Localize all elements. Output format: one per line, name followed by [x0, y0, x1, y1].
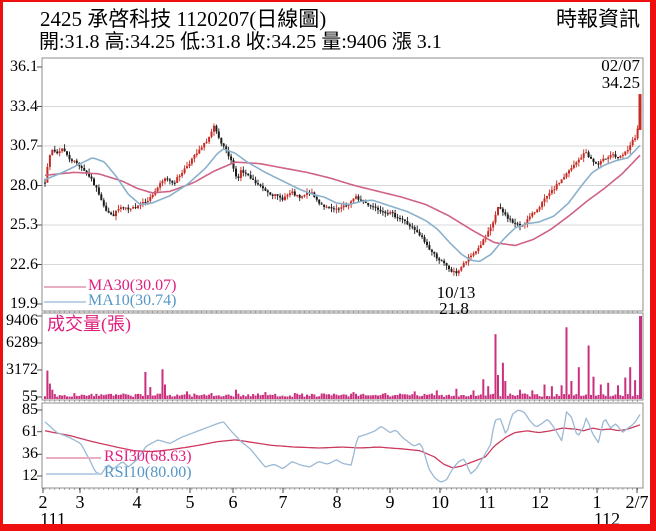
x-axis-month-label: 4: [132, 492, 142, 512]
rsi30-legend-line: [46, 457, 101, 459]
red-frame-top: [0, 0, 656, 2]
x-axis-month-label: 7: [278, 492, 288, 512]
stock-title: 2425 承啓科技 1120207(日線圖): [40, 7, 327, 31]
x-axis-month-label: 8: [332, 492, 342, 512]
x-axis-month-label: 11: [478, 492, 496, 512]
ma30-legend-label: MA30(30.07): [88, 277, 177, 294]
red-frame-left: [0, 0, 3, 531]
annotation-last-date: 02/07: [601, 56, 640, 75]
rsi-tick-label: 85: [22, 401, 38, 418]
x-axis-month-label: 9: [385, 492, 395, 512]
x-axis-month-label: 1: [592, 492, 602, 512]
annotation-low-price: 21.8: [439, 299, 469, 318]
ma10-legend-label: MA10(30.74): [88, 292, 177, 309]
x-axis-month-label: 12: [531, 492, 549, 512]
price-tick-label: 28.0: [10, 176, 38, 194]
price-tick-label: 30.7: [10, 137, 38, 154]
rsi10-legend-label: RSI10(80.00): [104, 464, 192, 481]
ma30-legend-line: [44, 286, 86, 288]
volume-panel-title: 成交量(張): [47, 314, 131, 334]
volume-tick-label: 6289: [6, 334, 38, 351]
red-frame-right: [650, 0, 656, 531]
source-label: 時報資訊: [556, 7, 640, 31]
x-axis-month-label: 10: [431, 492, 449, 512]
annotation-last-price: 34.25: [601, 73, 640, 92]
price-tick-label: 19.9: [10, 295, 38, 312]
x-axis-month-label: 3: [75, 492, 85, 512]
red-frame-bottom: [0, 524, 656, 531]
price-tick-label: 36.1: [10, 58, 38, 75]
rsi-tick-label: 12: [22, 467, 38, 484]
annotation-low-date: 10/13: [436, 283, 476, 302]
price-tick-label: 22.6: [10, 255, 38, 273]
volume-tick-label: 55: [22, 388, 38, 405]
x-axis-month-label: 2: [38, 492, 48, 512]
volume-tick-label: 3172: [6, 361, 38, 378]
ohlc-summary: 開:31.8 高:34.25 低:31.8 收:34.25 量:9406 漲 3…: [39, 31, 442, 53]
x-axis-month-label: 5: [185, 492, 195, 512]
x-axis-month-label: 6: [228, 492, 238, 512]
ma10-legend-line: [44, 301, 86, 303]
rsi-tick-label: 36: [22, 445, 38, 463]
rsi-tick-label: 61: [22, 422, 38, 440]
price-tick-label: 25.3: [10, 216, 38, 233]
rsi10-legend-line: [46, 473, 101, 475]
rsi30-legend-label: RSI30(68.63): [104, 448, 192, 465]
price-tick-label: 33.4: [10, 97, 38, 115]
volume-tick-label: 9406: [6, 312, 38, 329]
x-axis-month-label: 2/7: [625, 492, 649, 512]
